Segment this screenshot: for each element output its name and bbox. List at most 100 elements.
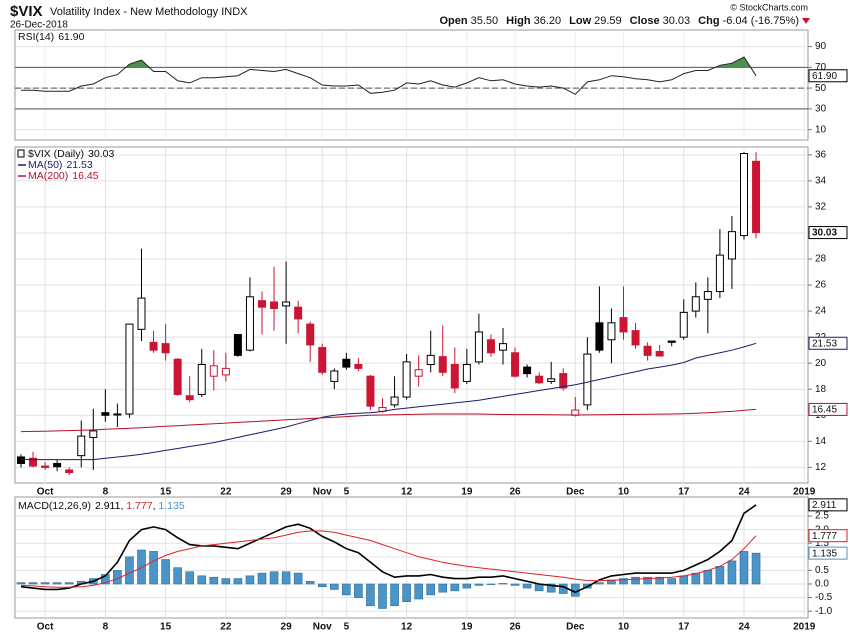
legend: MA(200) 16.45 [28,170,99,182]
histogram-bar [257,572,267,585]
x-tick-label: Oct [37,622,54,633]
histogram-bar [450,583,460,592]
security-name: Volatility Index - New Methodology INDX [50,6,248,18]
x-tick-label: Dec [566,622,585,633]
change-arrow [802,18,810,24]
candle-body [486,339,495,354]
histogram-bar [366,583,375,607]
histogram-bar [751,552,761,585]
legend: RSI(14) 61.90 [18,31,85,43]
y-tick-label: 0.0 [815,579,829,590]
legend-swatch [17,149,25,158]
histogram-bar [329,583,339,590]
copyright: © StockCharts.com [730,2,808,12]
x-tick-label: Oct [37,487,54,498]
panel-frame [14,496,809,619]
value-box [808,498,848,512]
histogram-bar [305,580,315,585]
x-tick-label: 17 [678,622,690,633]
quote-part: Close [630,15,660,27]
moving-average [20,408,757,433]
candle-body [342,358,351,368]
candle-body [390,396,399,406]
histogram-bar [101,574,110,585]
panel-frame [14,29,809,141]
value-box-label: 61.90 [812,71,837,82]
histogram-bar [595,582,604,585]
candle-body [511,352,520,377]
rsi-line [21,56,757,95]
value-box-label: 30.03 [812,228,837,239]
histogram-bar [727,560,737,585]
y-tick-label: 32 [815,202,827,213]
candle-body [282,301,291,307]
candle-body [583,353,592,406]
legend-part: 30.03 [88,148,114,160]
candle-body [752,160,761,234]
histogram-bar [221,578,231,585]
candle-body [270,301,279,309]
x-tick-label: 22 [220,622,232,633]
legend-part: MA(200) [28,170,68,182]
candle-body [77,435,86,457]
histogram-bar [342,583,351,596]
histogram-bar [293,572,303,585]
candle-body [499,343,507,351]
histogram-bar [522,583,532,589]
x-tick-label: 12 [401,622,413,633]
y-tick-label: 90 [815,41,827,52]
candle-body [89,430,98,438]
value-box [808,336,848,350]
histogram-bar [402,583,411,602]
legend-part: , [153,500,159,512]
candle-body [679,311,688,338]
candle-body [29,457,38,467]
histogram-bar [281,571,291,585]
value-box-label: 1.777 [812,531,837,542]
candle-body [366,375,375,407]
symbol: $VIX [10,3,43,20]
candle-body [438,356,447,373]
histogram-bar [137,549,146,585]
histogram-bar [546,583,556,593]
value-box-label: 1.135 [812,548,837,559]
legend-part: $VIX (Daily) [28,148,84,160]
x-tick-label: 26 [509,487,521,498]
legend-part: 1.135 [158,500,184,512]
macd-line [20,504,757,594]
x-tick-label: Nov [313,487,332,498]
x-tick-label: 22 [220,487,232,498]
candle-body [703,291,712,300]
candle-body [727,231,736,260]
candle-body [41,465,50,468]
histogram-bar [173,567,182,585]
y-tick-label: 50 [815,83,827,94]
candle-body [667,340,676,343]
candle-body [113,413,122,416]
candle-body [547,378,556,382]
candle-body [474,331,483,363]
candle-body [607,322,616,341]
candle-body [330,370,339,382]
legend-part: MACD(12,26,9) [18,500,91,512]
candle-body [426,354,435,365]
quote: Open 35.50 High 36.20 Low 29.59 Close 30.03 Chg -… [440,15,800,27]
histogram-bar [197,575,207,585]
x-tick-label: 15 [160,487,172,498]
candle-body [65,469,74,474]
histogram-bar [378,583,387,609]
candle-body [462,363,471,382]
candle-body [691,296,700,312]
histogram-bar [426,583,436,596]
legend: MA(50) 21.53 [28,159,93,171]
candle-body [149,341,158,351]
x-tick-label: 24 [738,622,750,633]
x-tick-label: 19 [461,487,473,498]
x-tick-label: 26 [509,622,521,633]
histogram-bar [125,556,134,585]
histogram-bar [390,583,399,607]
histogram-bar [474,583,484,586]
histogram-bar [233,578,243,585]
y-tick-label: 1.5 [815,538,829,549]
x-tick-label: 8 [103,487,109,498]
